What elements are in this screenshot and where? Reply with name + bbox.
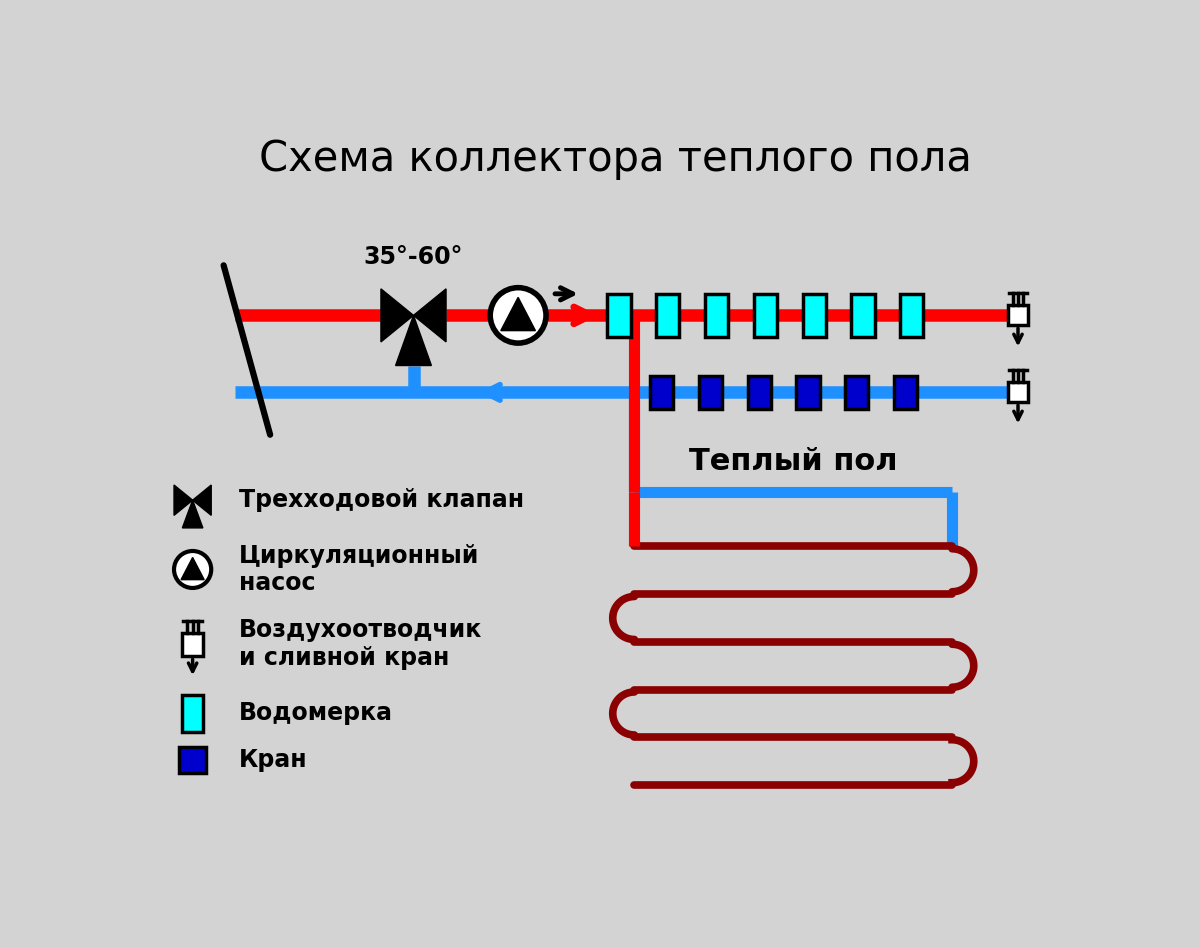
FancyBboxPatch shape [704, 295, 728, 336]
Polygon shape [182, 500, 203, 527]
Text: Водомерка: Водомерка [239, 702, 394, 725]
Text: Воздухоотводчик
и сливной кран: Воздухоотводчик и сливной кран [239, 618, 482, 670]
FancyBboxPatch shape [698, 376, 722, 408]
Polygon shape [500, 297, 535, 331]
FancyBboxPatch shape [181, 634, 204, 656]
FancyBboxPatch shape [656, 295, 679, 336]
Polygon shape [380, 289, 414, 342]
FancyBboxPatch shape [650, 376, 673, 408]
Polygon shape [193, 485, 211, 515]
Polygon shape [396, 315, 432, 366]
FancyBboxPatch shape [845, 376, 869, 408]
FancyBboxPatch shape [607, 295, 630, 336]
FancyBboxPatch shape [894, 376, 917, 408]
Text: 35°-60°: 35°-60° [364, 245, 463, 269]
Text: Схема коллектора теплого пола: Схема коллектора теплого пола [258, 138, 972, 180]
FancyBboxPatch shape [851, 295, 875, 336]
FancyBboxPatch shape [180, 746, 206, 773]
FancyBboxPatch shape [803, 295, 826, 336]
Text: Кран: Кран [239, 748, 307, 772]
FancyBboxPatch shape [1008, 383, 1028, 402]
Text: Циркуляционный
насос: Циркуляционный насос [239, 544, 480, 596]
FancyBboxPatch shape [181, 695, 204, 732]
FancyBboxPatch shape [797, 376, 820, 408]
Polygon shape [414, 289, 446, 342]
FancyBboxPatch shape [748, 376, 770, 408]
Circle shape [174, 551, 211, 588]
Polygon shape [174, 485, 193, 515]
Circle shape [491, 288, 546, 343]
Polygon shape [181, 558, 204, 580]
FancyBboxPatch shape [1008, 305, 1028, 326]
FancyBboxPatch shape [754, 295, 776, 336]
FancyBboxPatch shape [900, 295, 924, 336]
Text: Трехходовой клапан: Трехходовой клапан [239, 489, 524, 512]
Text: Теплый пол: Теплый пол [689, 447, 898, 476]
